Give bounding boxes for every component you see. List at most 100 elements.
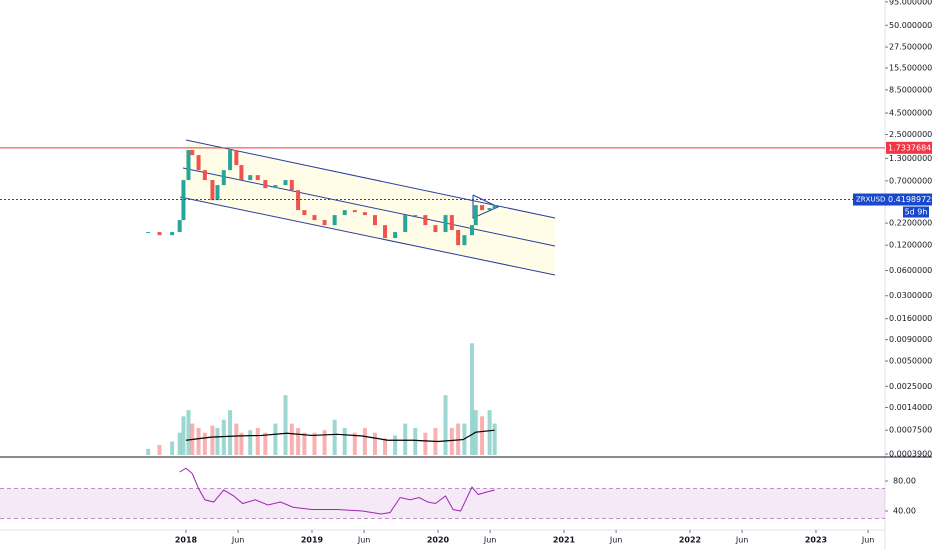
candle-body bbox=[383, 225, 388, 239]
volume-bar bbox=[403, 423, 408, 455]
y-tick-label: 8.50000000 bbox=[889, 85, 932, 94]
channel-middle bbox=[182, 167, 556, 247]
volume-bar bbox=[449, 427, 454, 455]
candle-body bbox=[181, 180, 186, 221]
candle-body bbox=[372, 215, 377, 226]
candle-body bbox=[352, 210, 357, 213]
x-tick-label: Jun bbox=[735, 536, 749, 545]
volume-bar bbox=[393, 435, 398, 455]
volume-bar bbox=[239, 432, 244, 455]
rsi-y-tick-label: 40.00 bbox=[893, 507, 916, 516]
y-tick-label: 27.50000000 bbox=[889, 43, 932, 52]
y-tick-label: 15.50000000 bbox=[889, 63, 932, 72]
volume-bar bbox=[170, 441, 175, 455]
volume-bar bbox=[255, 427, 260, 455]
volume-bar bbox=[273, 423, 278, 455]
candle-body bbox=[322, 220, 327, 226]
x-tick-label: Jun bbox=[483, 536, 497, 545]
candle-body bbox=[255, 175, 260, 181]
candle-body bbox=[480, 205, 485, 211]
price-label: 0.41989729 bbox=[888, 195, 932, 204]
candle-body bbox=[263, 180, 268, 189]
x-tick-label: Jun bbox=[861, 536, 875, 545]
volume-bar bbox=[469, 343, 474, 455]
countdown-box bbox=[903, 206, 929, 218]
volume-bar bbox=[413, 427, 418, 455]
candle-body bbox=[462, 235, 467, 246]
volume-bar bbox=[362, 427, 367, 455]
volume-bar bbox=[332, 419, 337, 455]
volume-bar bbox=[221, 419, 226, 455]
volume-bar bbox=[283, 395, 288, 455]
volume-bar bbox=[383, 438, 388, 455]
x-tick-label: 2022 bbox=[679, 536, 701, 545]
x-tick-label: Jun bbox=[357, 536, 371, 545]
volume-bar bbox=[480, 416, 485, 455]
volume-bar bbox=[423, 432, 428, 455]
volume-bar bbox=[234, 423, 239, 455]
volume-bar bbox=[296, 427, 301, 455]
price-box bbox=[886, 141, 932, 154]
rsi-band bbox=[0, 488, 885, 519]
x-tick-label: Jun bbox=[609, 536, 623, 545]
volume-bar bbox=[196, 427, 201, 455]
candle-body bbox=[296, 190, 301, 211]
x-tick-label: 2020 bbox=[427, 536, 450, 545]
candle-body bbox=[190, 150, 195, 156]
candle-body bbox=[433, 225, 438, 233]
candle-body bbox=[289, 180, 294, 191]
candle-body bbox=[443, 215, 448, 233]
y-tick-label: 95.00000000 bbox=[889, 0, 932, 6]
rsi-y-tick-label: 80.00 bbox=[893, 477, 916, 486]
x-tick-label: 2021 bbox=[553, 536, 576, 545]
symbol-label: ZRXUSD bbox=[856, 196, 885, 204]
volume-bar bbox=[372, 432, 377, 455]
volume-bar bbox=[146, 448, 151, 455]
candle-body bbox=[170, 232, 175, 236]
candle-body bbox=[403, 215, 408, 233]
volume-bar bbox=[157, 444, 162, 455]
candle-body bbox=[273, 185, 278, 189]
x-tick-label: Jun bbox=[231, 536, 245, 545]
volume-bar bbox=[302, 432, 307, 455]
candle-body bbox=[186, 150, 191, 181]
volume-bar bbox=[202, 432, 207, 455]
volume-bar bbox=[186, 410, 191, 455]
volume-ma-line bbox=[185, 429, 495, 443]
symbol-box bbox=[853, 193, 932, 206]
rsi-line bbox=[179, 467, 495, 515]
triangle-pattern bbox=[472, 194, 500, 219]
candle-body bbox=[342, 210, 347, 216]
y-tick-label: 2.50000000 bbox=[889, 130, 932, 139]
volume-bar bbox=[443, 395, 448, 455]
y-tick-label: 50.00000000 bbox=[889, 21, 932, 30]
volume-bar bbox=[181, 416, 186, 455]
volume-bar bbox=[492, 423, 497, 455]
volume-bar bbox=[312, 432, 317, 455]
candle-body bbox=[302, 210, 307, 216]
volume-bar bbox=[456, 423, 461, 455]
volume-bar bbox=[177, 432, 182, 455]
candle-body bbox=[146, 232, 151, 234]
candle-body bbox=[362, 212, 367, 216]
candle-body bbox=[413, 215, 418, 217]
candle-body bbox=[393, 232, 398, 239]
candle-body bbox=[473, 205, 478, 226]
candle-body bbox=[196, 155, 201, 171]
candle-body bbox=[239, 165, 244, 181]
candle-body bbox=[202, 170, 207, 181]
volume-bar bbox=[352, 432, 357, 455]
channel-fill bbox=[180, 140, 555, 275]
candle-body bbox=[221, 170, 226, 186]
volume-bar bbox=[487, 410, 492, 455]
